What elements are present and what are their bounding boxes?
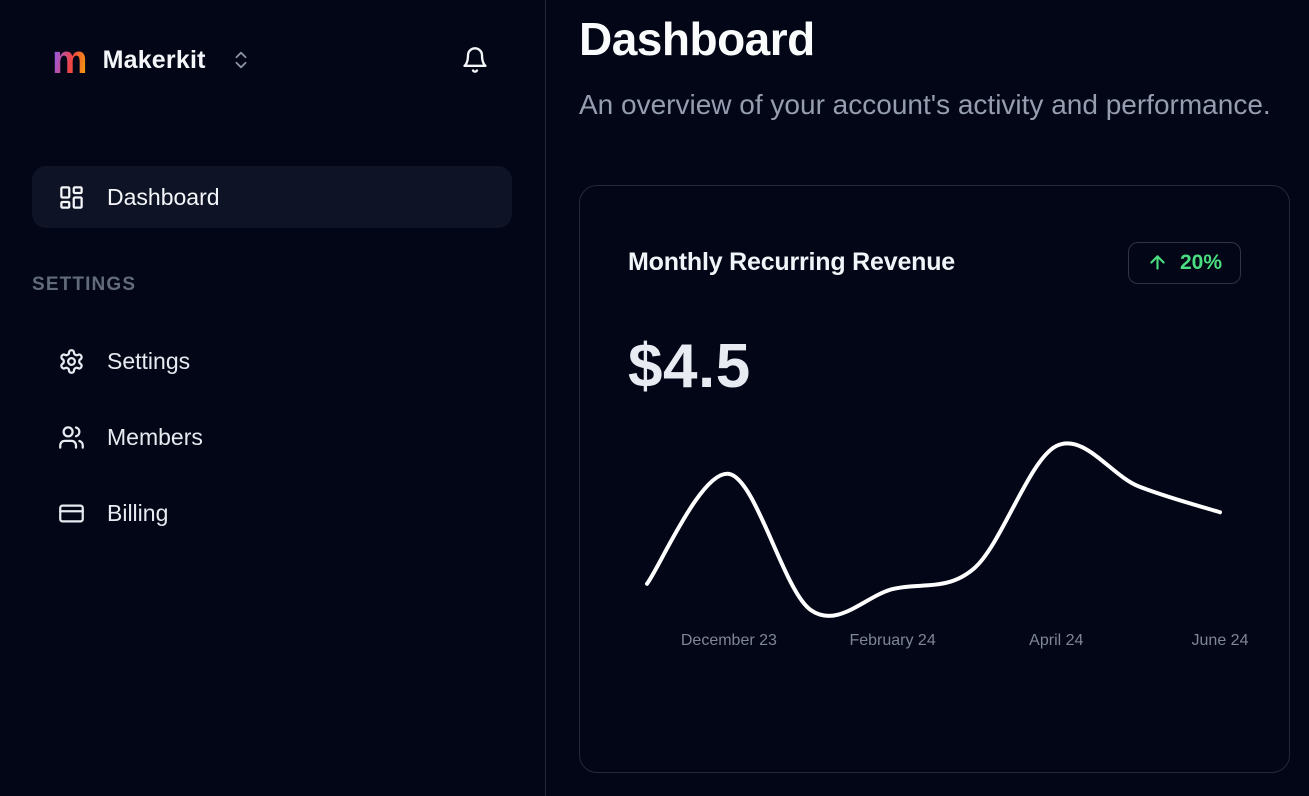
mrr-card-header: Monthly Recurring Revenue 20% [628, 241, 1241, 284]
x-axis-tick: April 24 [1029, 631, 1084, 649]
sidebar: m Makerkit [0, 0, 546, 796]
notifications-button[interactable] [461, 46, 489, 74]
trend-value: 20% [1179, 250, 1222, 274]
page-title: Dashboard [579, 13, 815, 65]
mrr-card-title: Monthly Recurring Revenue [628, 248, 955, 277]
workspace-name: Makerkit [102, 45, 206, 74]
bell-icon [461, 46, 489, 74]
mrr-card: Monthly Recurring Revenue 20% $4.5 Decem… [579, 184, 1290, 773]
x-axis-tick: February 24 [849, 631, 936, 649]
mrr-line-series [645, 441, 1222, 618]
arrow-up-icon [1147, 252, 1168, 273]
x-axis-tick: December 23 [680, 631, 777, 649]
sidebar-settings-list: Settings Members [0, 330, 545, 544]
main-content: Dashboard An overview of your account's … [546, 0, 1309, 796]
x-axis-tick: June 24 [1191, 631, 1249, 649]
mrr-value: $4.5 [628, 331, 751, 401]
sidebar-item-members[interactable]: Members [32, 406, 512, 468]
sidebar-item-label: Members [107, 423, 203, 450]
sidebar-nav: Dashboard SETTINGS Settings [0, 166, 545, 544]
gear-icon [58, 348, 85, 375]
workspace-selector[interactable]: m Makerkit [52, 38, 252, 82]
users-icon [58, 424, 85, 451]
sidebar-header: m Makerkit [0, 38, 545, 82]
credit-card-icon [58, 500, 85, 527]
sidebar-item-label: Settings [107, 347, 191, 374]
makerkit-logo: m [52, 38, 88, 82]
sidebar-item-label: Dashboard [107, 183, 220, 210]
mrr-line-chart [645, 441, 1222, 618]
trend-badge: 20% [1127, 241, 1241, 284]
sidebar-section-settings: SETTINGS [32, 274, 137, 295]
chevrons-up-down-icon [230, 49, 252, 71]
sidebar-item-dashboard[interactable]: Dashboard [32, 166, 512, 228]
sidebar-item-billing[interactable]: Billing [32, 482, 512, 544]
layout-dashboard-icon [58, 184, 85, 211]
sidebar-item-label: Billing [107, 499, 169, 526]
page-subtitle: An overview of your account's activity a… [579, 88, 1271, 120]
x-axis: December 23 February 24 April 24 June 24 [628, 631, 1249, 658]
mrr-chart: December 23 February 24 April 24 June 24 [628, 430, 1249, 658]
sidebar-item-settings[interactable]: Settings [32, 330, 512, 392]
